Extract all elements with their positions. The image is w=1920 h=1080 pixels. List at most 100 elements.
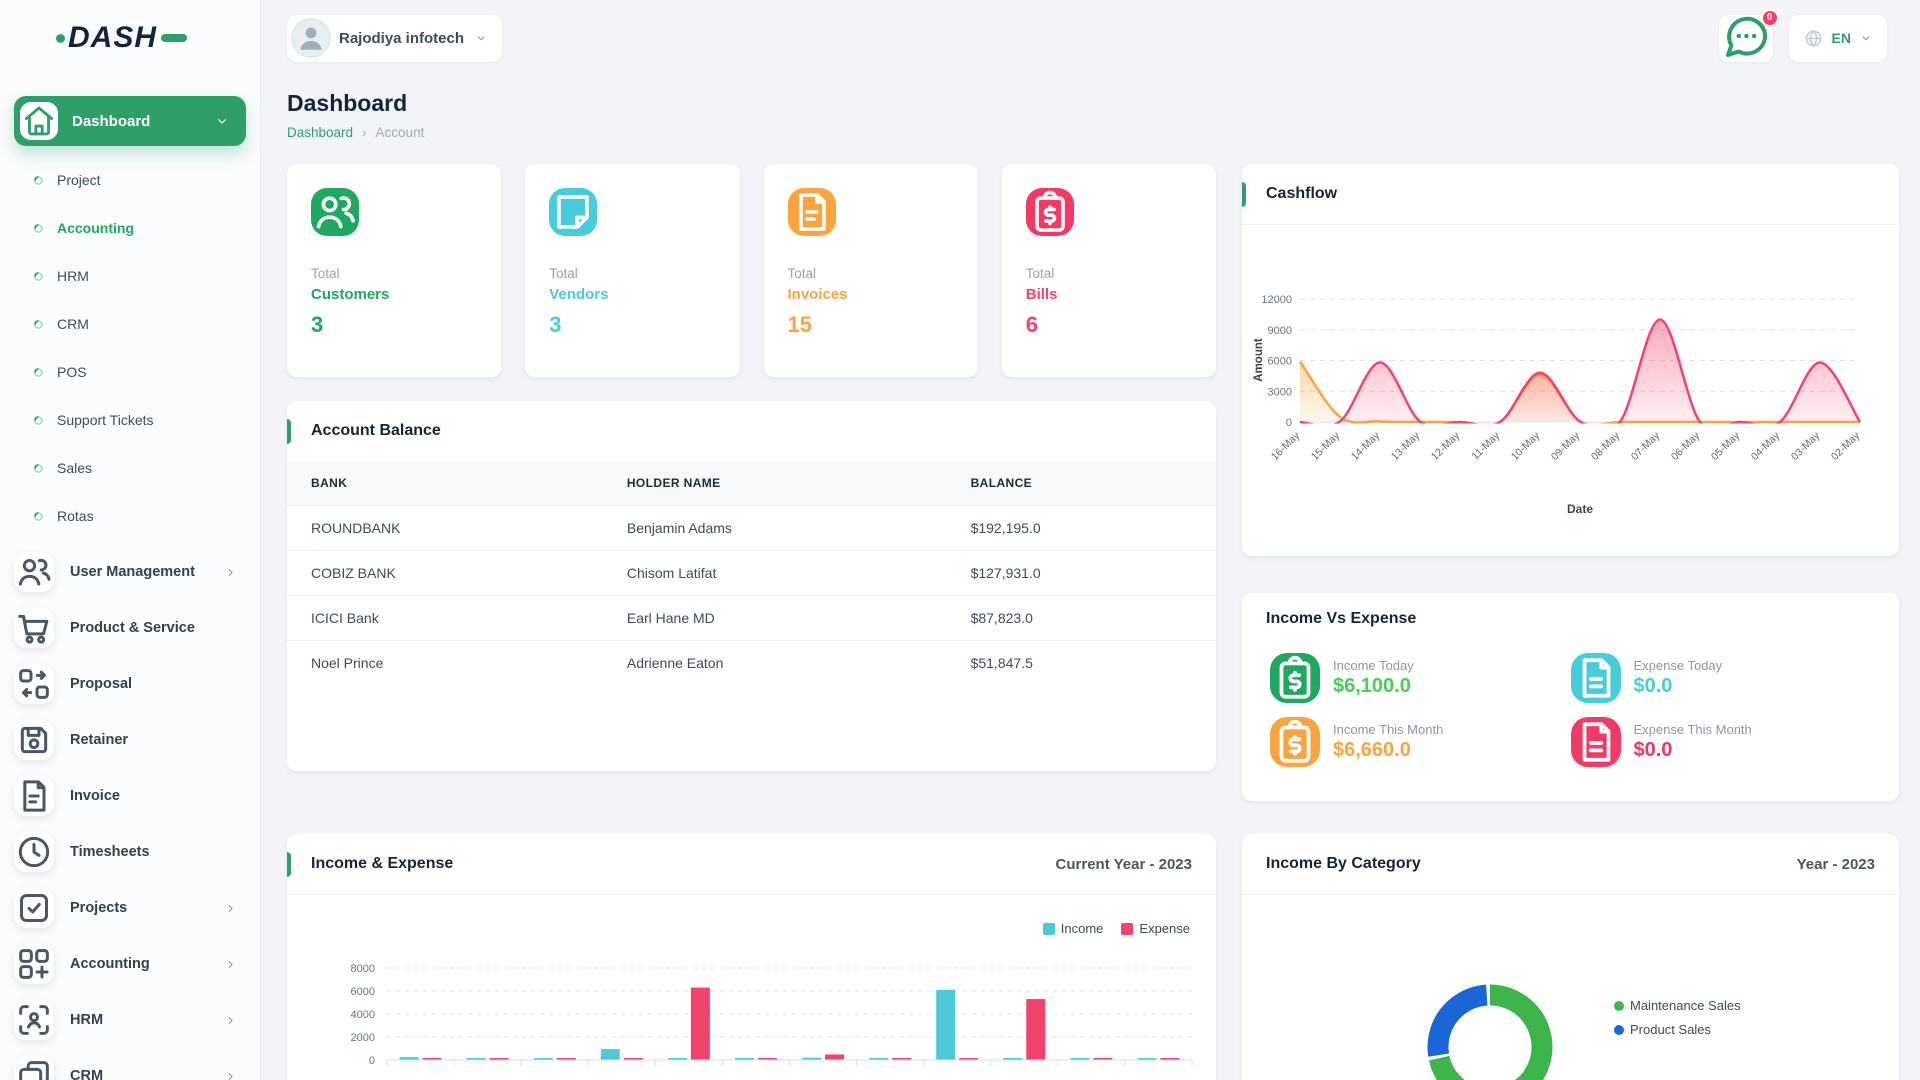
- stat-card-bills[interactable]: Total Bills 6: [1001, 164, 1216, 377]
- clock-icon: [14, 832, 54, 872]
- sidebar-item-dashboard[interactable]: Dashboard: [14, 96, 246, 146]
- svg-text:04-May: 04-May: [1749, 429, 1783, 463]
- stat-top-label: Total: [1025, 266, 1055, 281]
- sidebar-item-projects[interactable]: Projects: [0, 880, 260, 936]
- stat-top-label: Total: [787, 266, 817, 281]
- sidebar-subitem-pos[interactable]: POS: [0, 348, 260, 396]
- donut-legend: Maintenance Sales Product Sales: [1614, 998, 1741, 1037]
- svg-text:07-May: 07-May: [1629, 429, 1663, 463]
- bullet-icon: [32, 173, 45, 187]
- income-expense-title: Income & Expense: [311, 855, 454, 872]
- grid-plus-icon: [14, 944, 54, 984]
- sidebar-item-accounting[interactable]: Accounting: [0, 936, 260, 992]
- sidebar-subitem-support-tickets[interactable]: Support Tickets: [0, 396, 260, 444]
- account-balance-title: Account Balance: [311, 422, 441, 439]
- file-icon: [1570, 653, 1621, 703]
- sidebar-subitem-project[interactable]: Project: [0, 156, 260, 204]
- legend-item-product-sales[interactable]: Product Sales: [1614, 1022, 1741, 1037]
- breadcrumb-dashboard-link[interactable]: Dashboard: [287, 125, 354, 140]
- sidebar-item-invoice[interactable]: Invoice: [0, 768, 260, 824]
- chevron-right-icon: [223, 1013, 238, 1028]
- stat-card-vendors[interactable]: Total Vendors 3: [525, 164, 740, 377]
- table-row[interactable]: Noel Prince Adrienne Eaton $51,847.5: [287, 640, 1216, 686]
- income-by-category-card: Income By Category Year - 2023 Maintenan…: [1242, 834, 1899, 1080]
- svg-text:02-May: 02-May: [1829, 429, 1863, 463]
- column-header: BALANCE: [946, 461, 1216, 506]
- income-vs-expense-card: Income Vs Expense Income Today $6,100.0 Ex…: [1242, 593, 1899, 801]
- svg-text:2000: 2000: [351, 1032, 375, 1044]
- clipboard-dollar-icon: [1270, 717, 1320, 767]
- legend-item-income[interactable]: Income: [1042, 921, 1103, 936]
- ive-item-income-this-month: Income This Month $6,660.0: [1270, 717, 1571, 767]
- clipboard-dollar-icon: [1025, 188, 1074, 236]
- sidebar-item-crm[interactable]: CRM: [0, 1048, 260, 1080]
- bar-chart-legend: Income Expense: [287, 895, 1216, 936]
- account-balance-table: BANK HOLDER NAME BALANCE ROUNDBANK Benjamin…: [287, 461, 1216, 686]
- ive-item-expense-today: Expense Today $0.0: [1570, 653, 1872, 703]
- cashflow-card: Cashflow 12000 9000 6000 3000 0 16-May 15-May 1…: [1242, 164, 1899, 556]
- table-row[interactable]: COBIZ BANK Chisom Latifat $127,931.0: [287, 550, 1216, 596]
- sidebar-subitem-crm[interactable]: CRM: [0, 300, 260, 348]
- legend-dot: [1614, 1000, 1624, 1011]
- income-expense-card: Income & Expense Current Year - 2023 Inc…: [287, 834, 1216, 1080]
- sidebar-item-retainer[interactable]: Retainer: [0, 712, 260, 768]
- stat-label: Bills: [1025, 286, 1058, 303]
- ive-label: Income Today: [1333, 658, 1414, 673]
- ive-item-income-today: Income Today $6,100.0: [1270, 653, 1571, 703]
- svg-text:6000: 6000: [1268, 356, 1292, 368]
- note-icon: [549, 188, 598, 236]
- sidebar: DASH Dashboard Project Accounting HRM CRM PO…: [0, 0, 260, 1080]
- table-row[interactable]: ICICI Bank Earl Hane MD $87,823.0: [287, 595, 1216, 641]
- sidebar-item-hrm[interactable]: HRM: [0, 992, 260, 1048]
- chevron-right-icon: [223, 565, 238, 580]
- bullet-icon: [32, 365, 45, 379]
- stat-value: 3: [311, 312, 324, 337]
- svg-text:12000: 12000: [1261, 294, 1292, 306]
- company-selector[interactable]: Rajodiya infotech: [287, 14, 503, 62]
- language-selector[interactable]: EN: [1788, 14, 1887, 62]
- stat-label: Invoices: [787, 286, 848, 303]
- sidebar-item-product-service[interactable]: Product & Service: [0, 600, 260, 656]
- table-header-row: BANK HOLDER NAME BALANCE: [287, 461, 1216, 506]
- stat-card-invoices[interactable]: Total Invoices 15: [763, 164, 978, 377]
- svg-text:4000: 4000: [351, 1009, 375, 1021]
- copy-icon: [14, 1056, 54, 1080]
- brand-logo[interactable]: DASH: [0, 0, 260, 76]
- users-icon: [311, 188, 359, 236]
- messages-button[interactable]: 0: [1718, 8, 1779, 62]
- dashboard-submenu: Project Accounting HRM CRM POS Support Ticket…: [0, 152, 260, 540]
- ive-label: Expense This Month: [1633, 722, 1752, 737]
- sidebar-subitem-hrm[interactable]: HRM: [0, 252, 260, 300]
- bullet-icon: [32, 509, 45, 523]
- stat-value: 15: [787, 312, 812, 337]
- topbar: Rajodiya infotech 0 EN: [260, 0, 1920, 76]
- chevron-right-icon: [223, 901, 238, 916]
- sidebar-item-timesheets[interactable]: Timesheets: [0, 824, 260, 880]
- ive-label: Income This Month: [1333, 722, 1444, 737]
- sidebar-subitem-sales[interactable]: Sales: [0, 444, 260, 492]
- svg-text:09-May: 09-May: [1549, 429, 1583, 463]
- legend-item-maintenance-sales[interactable]: Maintenance Sales: [1614, 998, 1741, 1013]
- logo-text: DASH: [68, 21, 158, 54]
- bullet-icon: [32, 317, 45, 331]
- sidebar-subitem-rotas[interactable]: Rotas: [0, 492, 260, 540]
- ive-value: $6,100.0: [1333, 675, 1411, 697]
- sidebar-item-proposal[interactable]: Proposal: [0, 656, 260, 712]
- income-expense-period: Current Year - 2023: [1055, 855, 1192, 873]
- bullet-icon: [32, 269, 45, 283]
- stat-card-customers[interactable]: Total Customers 3: [287, 164, 502, 377]
- svg-text:03-May: 03-May: [1789, 429, 1823, 463]
- legend-dot: [1614, 1024, 1624, 1035]
- chevron-down-icon: [1859, 31, 1873, 45]
- table-row[interactable]: ROUNDBANK Benjamin Adams $192,195.0: [287, 505, 1216, 551]
- sidebar-subitem-accounting[interactable]: Accounting: [0, 204, 260, 252]
- stat-value: 3: [549, 312, 562, 337]
- legend-item-expense[interactable]: Expense: [1121, 921, 1190, 936]
- svg-text:9000: 9000: [1268, 325, 1292, 337]
- main-content: Dashboard Dashboard › Account Total Custo…: [287, 76, 1899, 1080]
- sidebar-item-user-management[interactable]: User Management: [0, 544, 260, 600]
- stat-top-label: Total: [549, 266, 578, 281]
- stat-cards-row: Total Customers 3 Total Vendors 3 Total Invoice…: [287, 164, 1216, 377]
- column-header: BANK: [287, 461, 603, 506]
- sidebar-group-label: Dashboard: [72, 112, 151, 130]
